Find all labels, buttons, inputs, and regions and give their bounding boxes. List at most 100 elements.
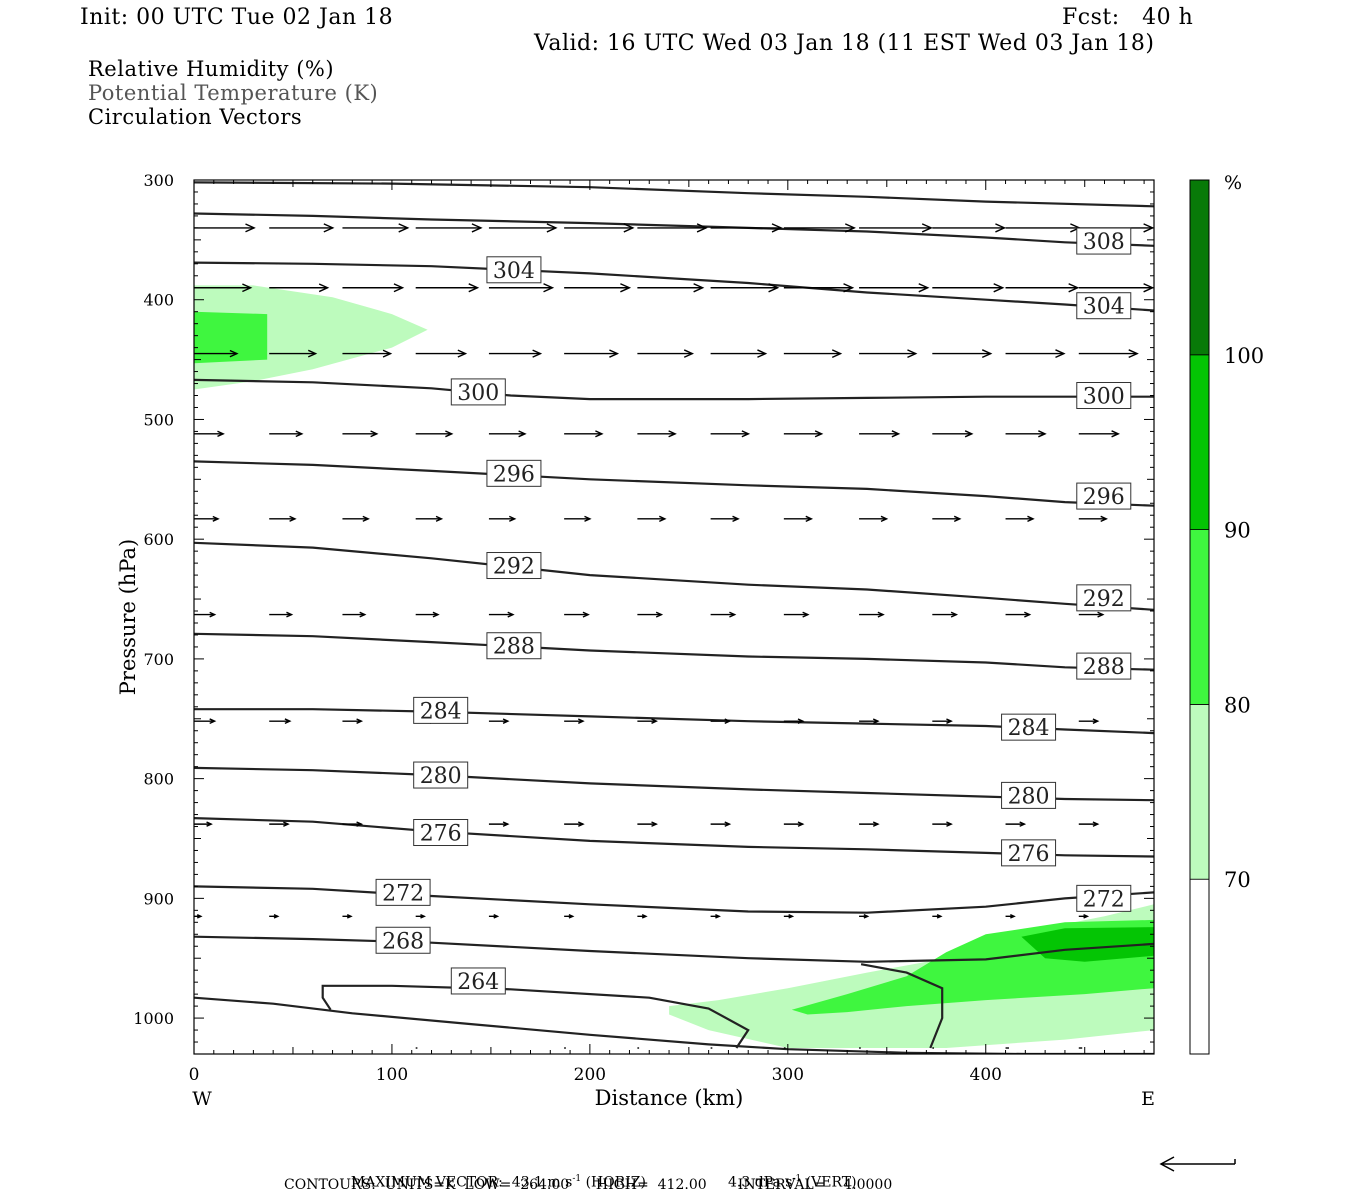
vector-head: [788, 913, 795, 919]
contour-label-box: [1076, 884, 1132, 912]
vector-head: [502, 718, 510, 724]
vector-arrow: [1078, 349, 1139, 359]
colorbar-segment: [1189, 878, 1210, 1055]
theta-contour-296: [194, 460, 1154, 507]
y-tick-label: 700: [143, 650, 174, 669]
vector-head: [651, 821, 658, 827]
y-tick-label: 1000: [133, 1009, 174, 1028]
vector-head: [1019, 821, 1027, 827]
vector-arrow: [783, 611, 810, 618]
vector-arrow: [415, 515, 444, 522]
vector-head: [432, 611, 440, 618]
vector-arrow: [415, 283, 480, 293]
vector-arrow: [710, 223, 783, 233]
vector-arrow: [342, 283, 405, 293]
theta-contour-labels: 308 304 304 300 300 296 296 292 292 288 288 284 284 2…: [375, 227, 1132, 995]
legend-vectors: Circulation Vectors: [88, 105, 303, 129]
vector-head: [907, 349, 918, 358]
vector-arrow: [1078, 430, 1120, 438]
contour-label: 272: [1076, 884, 1132, 912]
theta-contour-272: [194, 885, 1154, 914]
vector-head: [382, 349, 393, 358]
vector-arrow: [488, 611, 515, 618]
vector-arrow: [194, 821, 213, 827]
contour-label-box: [1076, 482, 1132, 510]
vector-head: [295, 430, 304, 438]
vector-arrow: [1078, 515, 1108, 522]
colorbar-label: 70: [1224, 868, 1251, 892]
vector-head: [724, 718, 732, 724]
vector-arrow: [1005, 223, 1082, 233]
vector-head: [872, 821, 880, 827]
vector-head: [609, 349, 620, 358]
contour-label-box: [450, 967, 506, 995]
vector-head: [1111, 430, 1120, 438]
vector-head: [993, 283, 1005, 293]
vector-arrow: [194, 914, 203, 919]
vector-arrow: [783, 718, 805, 724]
contour-label-text: 280: [420, 764, 462, 789]
vector-arrow: [710, 283, 780, 293]
colorbar-segment: [1189, 179, 1210, 356]
vector-arrow: [1078, 821, 1100, 827]
vector-head: [507, 611, 515, 618]
vector-arrow: [269, 611, 294, 618]
vector-arrow: [783, 430, 824, 438]
vector-head: [307, 349, 318, 358]
vector-head: [289, 515, 297, 522]
vector-arrow: [269, 283, 330, 293]
contour-label: 280: [413, 761, 469, 789]
contour-label-box: [1076, 382, 1132, 410]
contour-label-box: [375, 878, 431, 906]
vector-arrow: [342, 515, 370, 522]
reference-vector-head: [1159, 1156, 1175, 1172]
vector-head: [844, 223, 856, 233]
vector-arrow: [488, 430, 527, 438]
vector-arrow: [710, 611, 737, 618]
vector-head: [1068, 283, 1080, 293]
contour-label: 272: [375, 878, 431, 906]
rh-fills: [194, 285, 1154, 1048]
vector-arrow: [564, 913, 575, 919]
vector-arrow: [932, 283, 1005, 293]
horiz-tag: (HORIZ): [585, 1174, 646, 1191]
contour-label: 296: [486, 459, 542, 487]
vector-head: [206, 821, 213, 827]
vector-arrow: [1078, 611, 1105, 618]
vector-arrow: [564, 821, 585, 827]
vector-arrow: [564, 223, 635, 233]
vector-head: [196, 914, 203, 919]
x-tick-label: 0: [189, 1065, 200, 1085]
vector-arrow: [859, 611, 885, 618]
colorbar-frame: [1189, 179, 1210, 1055]
vector-arrow: [783, 223, 856, 233]
contour-label-text: 272: [382, 881, 424, 906]
plot-frame: [193, 179, 1155, 1055]
colorbar-label: 100: [1224, 344, 1264, 368]
vector-arrow: [415, 349, 468, 358]
vector-head: [1083, 913, 1090, 919]
vector-arrow: [859, 718, 880, 724]
vector-arrow: [342, 913, 353, 919]
contour-label-text: 304: [493, 259, 535, 284]
vector-head: [641, 913, 648, 919]
vector-arrow: [564, 515, 592, 522]
vector-arrow: [194, 611, 217, 618]
vector-head: [362, 515, 370, 522]
contour-label: 276: [413, 819, 469, 847]
vector-head: [1100, 515, 1108, 522]
vector-arrow: [710, 821, 732, 827]
horiz-unit: m s: [547, 1174, 573, 1191]
vector-head: [936, 913, 943, 919]
vector-arrow: [932, 515, 962, 522]
vector-arrow: [1005, 611, 1032, 618]
vector-arrow: [859, 430, 901, 438]
vector-arrow: [859, 349, 918, 358]
vector-head: [950, 611, 959, 618]
vector-arrow: [415, 611, 440, 618]
contour-label-text: 272: [1083, 887, 1125, 912]
vector-head: [693, 283, 705, 293]
contour-label: 288: [1076, 652, 1132, 680]
vector-arrow: [932, 821, 953, 827]
